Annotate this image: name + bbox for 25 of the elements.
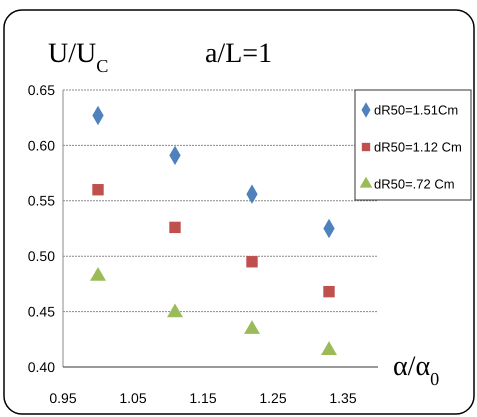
y-tick-label: 0.60 (28, 137, 56, 154)
y-tick-label: 0.45 (28, 304, 56, 320)
point (244, 320, 260, 334)
x-tick-label: 1.35 (329, 390, 357, 406)
y-tick-label: 0.65 (28, 82, 56, 98)
x-tick-label: 1.15 (189, 390, 217, 406)
y-tick-label: 0.50 (28, 248, 56, 264)
point (90, 266, 106, 281)
y-tick-label: 0.55 (28, 192, 56, 209)
chart-title: a/L=1 (205, 38, 272, 69)
x-tick-label: 1.05 (119, 390, 147, 406)
x-tick-label: 1.25 (259, 390, 287, 406)
y-tick-label: 0.40 (28, 358, 56, 375)
legend-label: dR50=1.51Cm (374, 102, 458, 118)
x-axis-title: α/α$_{0}$ (393, 351, 440, 389)
legend-label: dR50=1.12 Cm (374, 140, 462, 155)
point (167, 304, 183, 318)
y-axis-title: U/U$_{C}$ (48, 38, 108, 76)
point (246, 256, 258, 268)
x-tick-label: 0.95 (49, 390, 77, 406)
point (169, 222, 181, 234)
point (323, 286, 335, 298)
point (321, 341, 337, 355)
legend-label: dR50=.72 Cm (374, 176, 455, 192)
point (92, 184, 104, 196)
